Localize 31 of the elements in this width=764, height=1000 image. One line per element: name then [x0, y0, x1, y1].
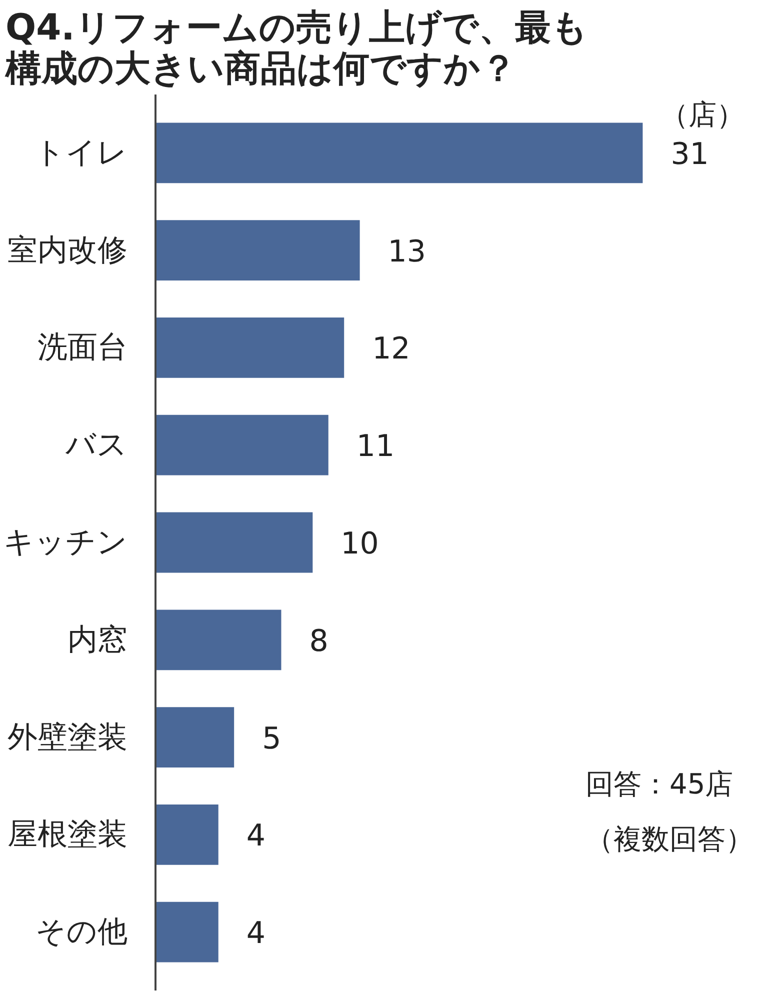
bar — [156, 122, 643, 184]
bar — [156, 220, 360, 281]
data-label: 4 — [246, 818, 266, 854]
bar — [156, 804, 218, 865]
data-label: 10 — [340, 526, 379, 562]
annotation: （複数回答） — [586, 822, 754, 856]
bar — [156, 707, 234, 768]
y-tick-label: トイレ — [34, 135, 128, 170]
y-tick-label: キッチン — [4, 525, 128, 560]
data-label: 31 — [670, 136, 709, 172]
data-label: 8 — [309, 624, 328, 659]
chart-title: Q4.リフォームの売り上げで、最も構成の大きい商品は何ですか？ — [4, 8, 588, 90]
y-tick-label: その他 — [36, 914, 128, 950]
data-label: 13 — [388, 234, 426, 270]
y-tick-label: バス — [64, 428, 128, 463]
text: （店） — [660, 98, 745, 131]
y-tick-label: 洗面台 — [38, 330, 128, 366]
y-tick-label: 内窓 — [68, 622, 128, 658]
y-tick-label: 屋根塗装 — [8, 817, 128, 852]
data-label: 4 — [246, 916, 266, 952]
y-tick-label: 室内改修 — [8, 232, 128, 268]
bar — [156, 318, 344, 378]
bar — [156, 610, 282, 670]
bar — [156, 512, 313, 573]
data-label: 5 — [262, 721, 282, 756]
data-label: 11 — [356, 429, 395, 464]
bar — [156, 414, 328, 476]
annotation: 回答：45店 — [586, 768, 734, 800]
bar — [156, 902, 218, 962]
y-tick-label: 外壁塗装 — [8, 720, 128, 755]
data-label: 12 — [372, 332, 410, 367]
